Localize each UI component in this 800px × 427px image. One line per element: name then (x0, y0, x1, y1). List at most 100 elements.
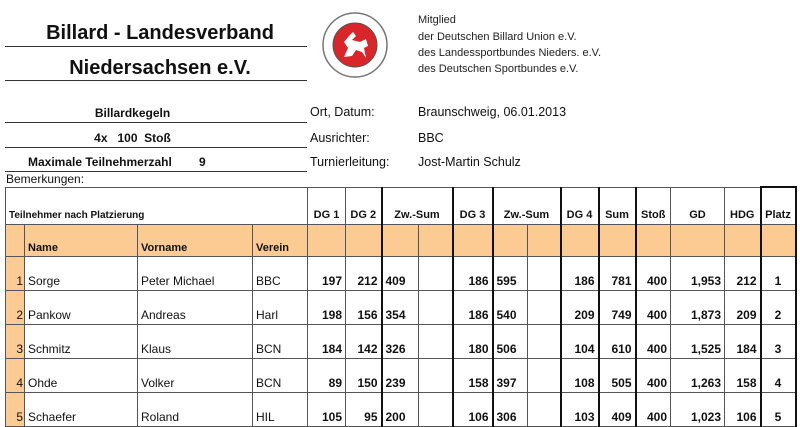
col-hdg: HDG (724, 186, 761, 225)
cell-dg3: 186 (452, 256, 493, 291)
cell-empty (418, 324, 454, 359)
cell-stoss: 400 (635, 392, 671, 427)
remarks-label: Bemerkungen: (6, 172, 85, 186)
col-platz: Platz (759, 186, 797, 225)
membership-line: des Landessportbundes Nieders. e.V. (418, 47, 602, 59)
col-zw1: Zw.-Sum (380, 186, 454, 225)
table-header-row: Teilnehmer nach Platzierung DG 1 DG 2 Zw… (5, 186, 797, 225)
cell-stoss: 400 (635, 256, 671, 291)
cell-nr: 1 (5, 256, 25, 291)
cell-verein: BCN (252, 358, 308, 393)
cell-platz: 5 (759, 392, 797, 427)
cell-dg1: 197 (307, 256, 346, 291)
col-dg1: DG 1 (307, 186, 346, 225)
cell-verein: BCN (252, 324, 308, 359)
cell-hdg: 212 (724, 256, 761, 291)
cell-sum: 610 (597, 324, 637, 359)
cell-dg4: 104 (560, 324, 599, 359)
cell-empty (418, 358, 454, 393)
cell-dg1: 105 (307, 392, 346, 427)
table-row: 4 Ohde Volker BCN 89 150 239 158 397 108 505 400 1,2… (5, 358, 797, 393)
cell-vorname: Andreas (137, 290, 253, 325)
cell-empty (418, 290, 454, 325)
col-vorname: Vorname (137, 224, 253, 257)
cell-platz: 3 (759, 324, 797, 359)
results-table: Teilnehmer nach Platzierung DG 1 DG 2 Zw… (5, 186, 797, 427)
cell-vorname: Peter Michael (137, 256, 253, 291)
format: 4x 100 Stoß (94, 131, 171, 145)
table-subheader-row: Name Vorname Verein (5, 224, 797, 257)
federation-subtitle: Niedersachsen e.V. (69, 57, 251, 79)
cell-zw1: 200 (380, 392, 419, 427)
cell-hdg: 158 (724, 358, 761, 393)
cell-dg4: 186 (560, 256, 599, 291)
cell-empty (418, 392, 454, 427)
col-verein: Verein (252, 224, 308, 257)
cell-nr: 4 (5, 358, 25, 393)
cell-stoss: 400 (635, 324, 671, 359)
cell-gd: 1,023 (670, 392, 725, 427)
cell-dg4: 209 (560, 290, 599, 325)
col-dg4: DG 4 (560, 186, 599, 225)
cell-sum: 781 (597, 256, 637, 291)
cell-vorname: Volker (137, 358, 253, 393)
cell-vorname: Klaus (137, 324, 253, 359)
cell-gd: 1,873 (670, 290, 725, 325)
cell-gd: 1,525 (670, 324, 725, 359)
cell-dg3: 158 (452, 358, 493, 393)
cell-dg2: 142 (345, 324, 382, 359)
cell-zw1: 239 (380, 358, 419, 393)
cell-dg3: 180 (452, 324, 493, 359)
membership-line: des Deutschen Sportbundes e.V. (418, 63, 579, 75)
col-zw2: Zw.-Sum (491, 186, 562, 225)
cell-dg2: 150 (345, 358, 382, 393)
cell-zw1: 354 (380, 290, 419, 325)
cell-platz: 2 (759, 290, 797, 325)
table-row: 2 Pankow Andreas Harl 198 156 354 186 540 209 749 4… (5, 290, 797, 325)
cell-empty (527, 256, 562, 291)
organizer-label: Ausrichter: (310, 131, 370, 145)
cell-empty (527, 392, 562, 427)
director: Jost-Martin Schulz (418, 155, 521, 169)
col-name: Name (24, 224, 138, 257)
federation-logo (322, 12, 388, 78)
cell-zw1: 326 (380, 324, 419, 359)
cell-empty (527, 358, 562, 393)
cell-zw2: 397 (491, 358, 528, 393)
col-gd: GD (670, 186, 725, 225)
cell-sum: 505 (597, 358, 637, 393)
cell-dg3: 186 (452, 290, 493, 325)
group-header: Teilnehmer nach Platzierung (5, 186, 308, 225)
cell-empty (527, 324, 562, 359)
cell-empty (527, 290, 562, 325)
cell-verein: BBC (252, 256, 308, 291)
cell-hdg: 184 (724, 324, 761, 359)
membership-line: Mitglied (418, 14, 456, 26)
cell-nr: 5 (5, 392, 25, 427)
cell-dg1: 89 (307, 358, 346, 393)
cell-dg1: 184 (307, 324, 346, 359)
cell-sum: 749 (597, 290, 637, 325)
cell-dg1: 198 (307, 290, 346, 325)
cell-name: Pankow (24, 290, 138, 325)
col-dg3: DG 3 (452, 186, 493, 225)
discipline: Billardkegeln (94, 106, 171, 120)
cell-platz: 1 (759, 256, 797, 291)
cell-verein: Harl (252, 290, 308, 325)
max-participants: 9 (199, 155, 206, 169)
cell-stoss: 400 (635, 358, 671, 393)
cell-zw2: 306 (491, 392, 528, 427)
cell-dg2: 156 (345, 290, 382, 325)
cell-zw2: 595 (491, 256, 528, 291)
cell-dg4: 108 (560, 358, 599, 393)
location-label: Ort, Datum: (310, 105, 375, 119)
cell-name: Schaefer (24, 392, 138, 427)
col-sum: Sum (597, 186, 637, 225)
table-row: 1 Sorge Peter Michael BBC 197 212 409 186 595 186… (5, 256, 797, 291)
cell-zw2: 506 (491, 324, 528, 359)
cell-gd: 1,263 (670, 358, 725, 393)
max-participants-label: Maximale Teilnehmerzahl (28, 155, 172, 169)
cell-dg4: 103 (560, 392, 599, 427)
cell-hdg: 209 (724, 290, 761, 325)
cell-empty (418, 256, 454, 291)
